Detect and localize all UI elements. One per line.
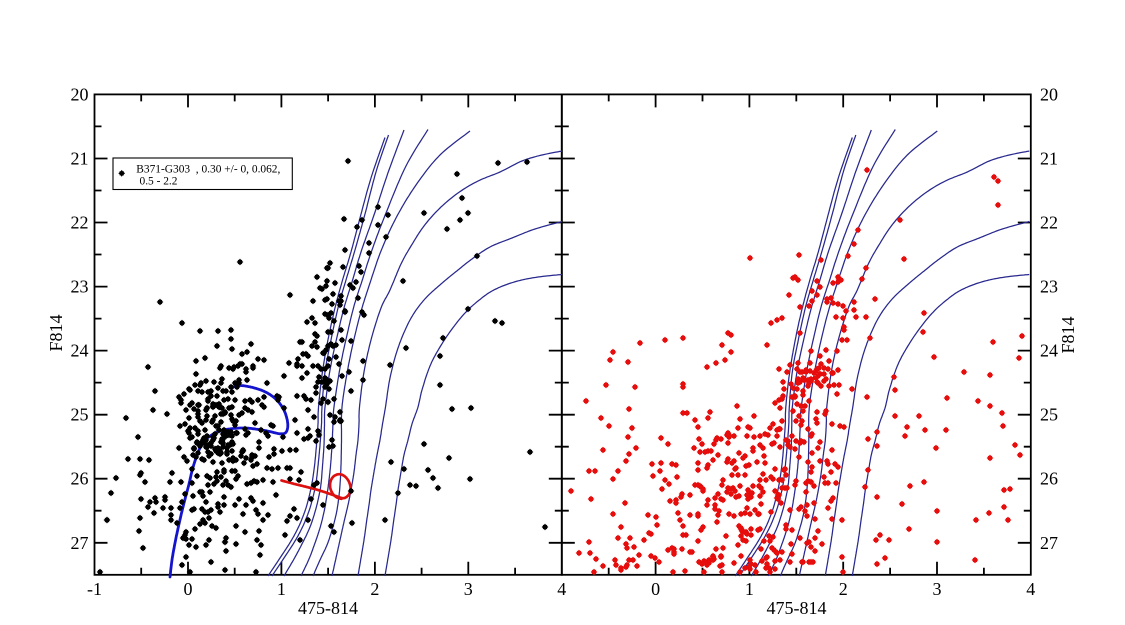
svg-text:-1: -1 [87,579,102,599]
svg-text:4: 4 [557,579,566,599]
svg-text:0: 0 [184,579,193,599]
svg-text:21: 21 [71,149,89,169]
svg-text:23: 23 [71,277,89,297]
svg-text:475-814: 475-814 [298,598,358,618]
svg-text:475-814: 475-814 [767,598,827,618]
svg-text:23: 23 [1040,277,1058,297]
svg-text:2: 2 [370,579,379,599]
svg-text:22: 22 [71,213,89,233]
svg-text:1: 1 [745,579,754,599]
svg-text:20: 20 [71,84,89,104]
svg-text:B371-G303 , 0.30 +/- 0, 0.062: B371-G303 , 0.30 +/- 0, 0.062, [136,164,280,176]
svg-text:20: 20 [1040,84,1058,104]
svg-text:21: 21 [1040,149,1058,169]
svg-text:F814: F814 [46,314,66,351]
svg-text:26: 26 [71,469,89,489]
svg-text:0.5 - 2.2: 0.5 - 2.2 [140,176,178,188]
svg-text:27: 27 [71,533,89,553]
svg-text:3: 3 [464,579,473,599]
svg-text:22: 22 [1040,213,1058,233]
svg-text:27: 27 [1040,533,1058,553]
svg-text:0: 0 [651,579,660,599]
svg-text:1: 1 [277,579,286,599]
svg-text:24: 24 [1040,341,1058,361]
svg-text:26: 26 [1040,469,1058,489]
svg-text:2: 2 [839,579,848,599]
svg-text:24: 24 [71,341,89,361]
svg-text:25: 25 [1040,405,1058,425]
svg-text:F814: F814 [1058,316,1078,353]
svg-text:4: 4 [1026,579,1035,599]
svg-text:3: 3 [933,579,942,599]
svg-text:25: 25 [71,405,89,425]
